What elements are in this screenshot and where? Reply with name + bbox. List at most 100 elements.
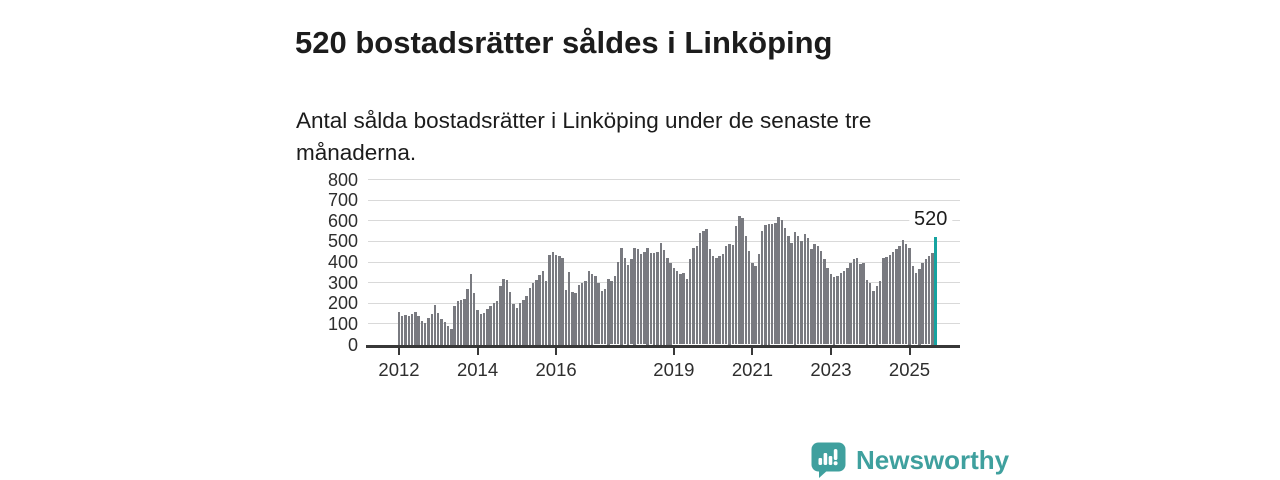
bar <box>931 252 934 345</box>
bar <box>774 223 777 345</box>
bar <box>914 272 918 345</box>
x-tick-label: 2023 <box>810 359 852 380</box>
y-tick-label: 0 <box>347 334 358 355</box>
bar <box>692 247 695 345</box>
bar <box>594 275 597 345</box>
bar <box>777 216 780 345</box>
bar <box>571 291 574 345</box>
x-tick-mark <box>398 347 400 355</box>
bar <box>659 243 662 345</box>
bar <box>882 257 885 345</box>
bar <box>898 246 901 345</box>
bar <box>797 236 800 345</box>
bar <box>711 256 715 345</box>
y-tick-label: 700 <box>327 190 358 211</box>
bar <box>728 244 731 345</box>
y-tick-label: 500 <box>327 231 358 252</box>
y-tick-label: 800 <box>327 169 358 190</box>
bar <box>757 254 761 345</box>
bar <box>469 274 473 345</box>
bar <box>872 290 875 345</box>
x-tick-label: 2025 <box>888 359 931 380</box>
bar <box>767 223 770 345</box>
bar <box>695 246 698 345</box>
bar <box>702 231 705 345</box>
bar <box>620 247 623 345</box>
bar <box>865 279 869 345</box>
bar <box>407 315 411 345</box>
bar <box>643 251 646 345</box>
bar <box>577 284 581 345</box>
bar <box>486 309 489 345</box>
bar <box>646 247 649 345</box>
x-tick-label: 2012 <box>378 359 420 380</box>
bar <box>725 246 728 345</box>
bar <box>839 272 842 345</box>
bar <box>607 278 610 345</box>
bar <box>473 292 476 345</box>
bar <box>924 259 928 345</box>
bar <box>482 312 486 345</box>
bar <box>823 259 826 345</box>
bar <box>603 289 607 345</box>
bar <box>495 301 499 345</box>
bar <box>626 265 630 345</box>
bar <box>446 325 450 345</box>
bar <box>545 280 548 345</box>
bar <box>734 226 738 345</box>
bar <box>561 257 564 345</box>
grid-line <box>368 240 960 242</box>
bar <box>793 232 797 345</box>
bar <box>849 262 852 345</box>
highlight-value-label: 520 <box>909 208 953 232</box>
bar <box>682 272 685 345</box>
bar <box>852 259 856 345</box>
bar <box>905 244 908 345</box>
bar <box>518 303 522 345</box>
bar <box>921 262 924 345</box>
bar <box>433 305 437 345</box>
bar <box>410 313 414 345</box>
bar <box>908 247 911 345</box>
x-tick-label: 2016 <box>535 359 577 380</box>
bar <box>878 280 882 345</box>
bar <box>417 315 420 345</box>
bar <box>715 257 718 345</box>
bar <box>456 301 460 345</box>
bar <box>718 256 721 345</box>
x-tick-label: 2019 <box>653 359 695 380</box>
bar <box>420 320 424 345</box>
x-axis-line <box>366 344 960 348</box>
bar <box>721 254 725 345</box>
bar <box>639 254 643 345</box>
bar <box>404 314 407 345</box>
bar <box>630 259 633 345</box>
bar <box>554 254 558 345</box>
bar <box>895 249 898 345</box>
bar <box>423 322 427 345</box>
bar <box>770 224 774 345</box>
grid-line <box>368 179 960 180</box>
bar <box>597 283 600 345</box>
bar <box>430 313 433 345</box>
bar <box>790 242 793 345</box>
bar <box>855 257 859 345</box>
bar <box>437 312 440 345</box>
bar <box>453 306 456 345</box>
bar <box>414 311 417 345</box>
brand-wordmark: Newsworthy <box>856 444 1010 475</box>
bar <box>761 231 764 345</box>
bar <box>610 280 613 345</box>
bar <box>679 274 682 345</box>
bar <box>551 251 555 345</box>
x-tick-label: 2021 <box>731 359 773 380</box>
bar <box>633 247 636 345</box>
bar <box>590 274 594 345</box>
bar <box>541 271 545 345</box>
bar <box>558 255 561 345</box>
bar <box>675 270 679 345</box>
bar <box>859 264 862 345</box>
bar <box>666 257 669 345</box>
